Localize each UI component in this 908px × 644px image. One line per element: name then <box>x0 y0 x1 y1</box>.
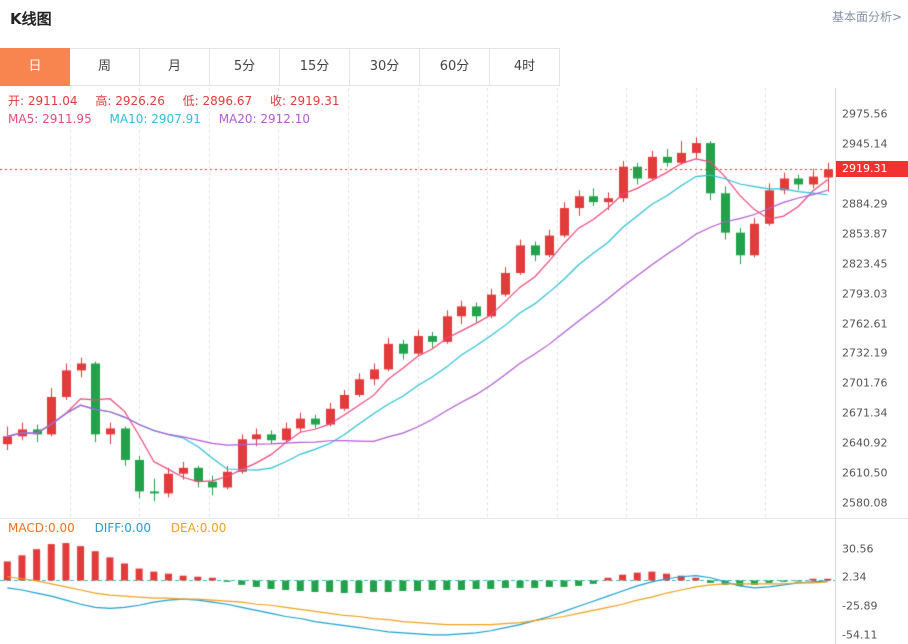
fundamental-analysis-link[interactable]: 基本面分析> <box>831 10 902 24</box>
price-axis-label: 2640.92 <box>842 436 888 450</box>
close-legend: 收: 2919.31 <box>269 94 340 108</box>
price-axis-label: 2793.03 <box>842 287 888 301</box>
page-title: K线图 <box>10 10 52 28</box>
macd-axis-label: 30.56 <box>842 542 874 556</box>
price-axis: 2919.31 2975.56 2945.14 2884.29 2853.87 2823… <box>835 88 908 644</box>
open-legend: 开: 2911.04 <box>8 94 78 108</box>
macd-chart-canvas[interactable] <box>0 539 835 643</box>
period-tabs: 日 周 月 5分 15分 30分 60分 4时 <box>0 48 560 86</box>
price-axis-label: 2580.08 <box>842 496 888 510</box>
ma20-legend: MA20: 2912.10 <box>218 112 311 126</box>
tab-15min[interactable]: 15分 <box>280 48 350 86</box>
header: K线图 基本面分析> <box>0 0 908 34</box>
price-axis-label: 2671.34 <box>842 406 888 420</box>
macd-value-legend: MACD:0.00 <box>8 521 75 535</box>
ma-legend: MA5: 2911.95 MA10: 2907.91 MA20: 2912.10 <box>8 112 324 126</box>
tab-week[interactable]: 周 <box>70 48 140 86</box>
tab-60min[interactable]: 60分 <box>420 48 490 86</box>
tab-5min[interactable]: 5分 <box>210 48 280 86</box>
price-axis-label: 2701.76 <box>842 376 888 390</box>
ma5-legend: MA5: 2911.95 <box>8 112 92 126</box>
dea-value-legend: DEA:0.00 <box>170 521 227 535</box>
macd-legend: MACD:0.00 DIFF:0.00 DEA:0.00 <box>8 521 242 535</box>
price-axis-label: 2610.50 <box>842 466 888 480</box>
high-legend: 高: 2926.26 <box>95 94 165 108</box>
panel-divider <box>0 518 908 519</box>
ohlc-legend: 开: 2911.04 高: 2926.26 低: 2896.67 收: 2919… <box>8 92 353 109</box>
macd-axis-label: -54.11 <box>842 628 878 642</box>
macd-axis-label: 2.34 <box>842 570 867 584</box>
ma10-legend: MA10: 2907.91 <box>109 112 201 126</box>
tab-month[interactable]: 月 <box>140 48 210 86</box>
price-axis-label: 2762.61 <box>842 317 888 331</box>
chart-area: 开: 2911.04 高: 2926.26 低: 2896.67 收: 2919… <box>0 88 908 644</box>
diff-value-legend: DIFF:0.00 <box>94 521 151 535</box>
price-axis-label: 2945.14 <box>842 137 888 151</box>
candlestick-chart-canvas[interactable] <box>0 88 835 518</box>
price-axis-label: 2884.29 <box>842 197 888 211</box>
tab-30min[interactable]: 30分 <box>350 48 420 86</box>
current-price-badge: 2919.31 <box>836 161 908 178</box>
price-axis-label: 2975.56 <box>842 107 888 121</box>
price-axis-label: 2732.19 <box>842 346 888 360</box>
price-axis-label: 2853.87 <box>842 227 888 241</box>
tab-day[interactable]: 日 <box>0 48 70 86</box>
tab-4hour[interactable]: 4时 <box>490 48 560 86</box>
low-legend: 低: 2896.67 <box>182 94 253 108</box>
price-axis-label: 2823.45 <box>842 257 888 271</box>
macd-axis-label: -25.89 <box>842 599 878 613</box>
